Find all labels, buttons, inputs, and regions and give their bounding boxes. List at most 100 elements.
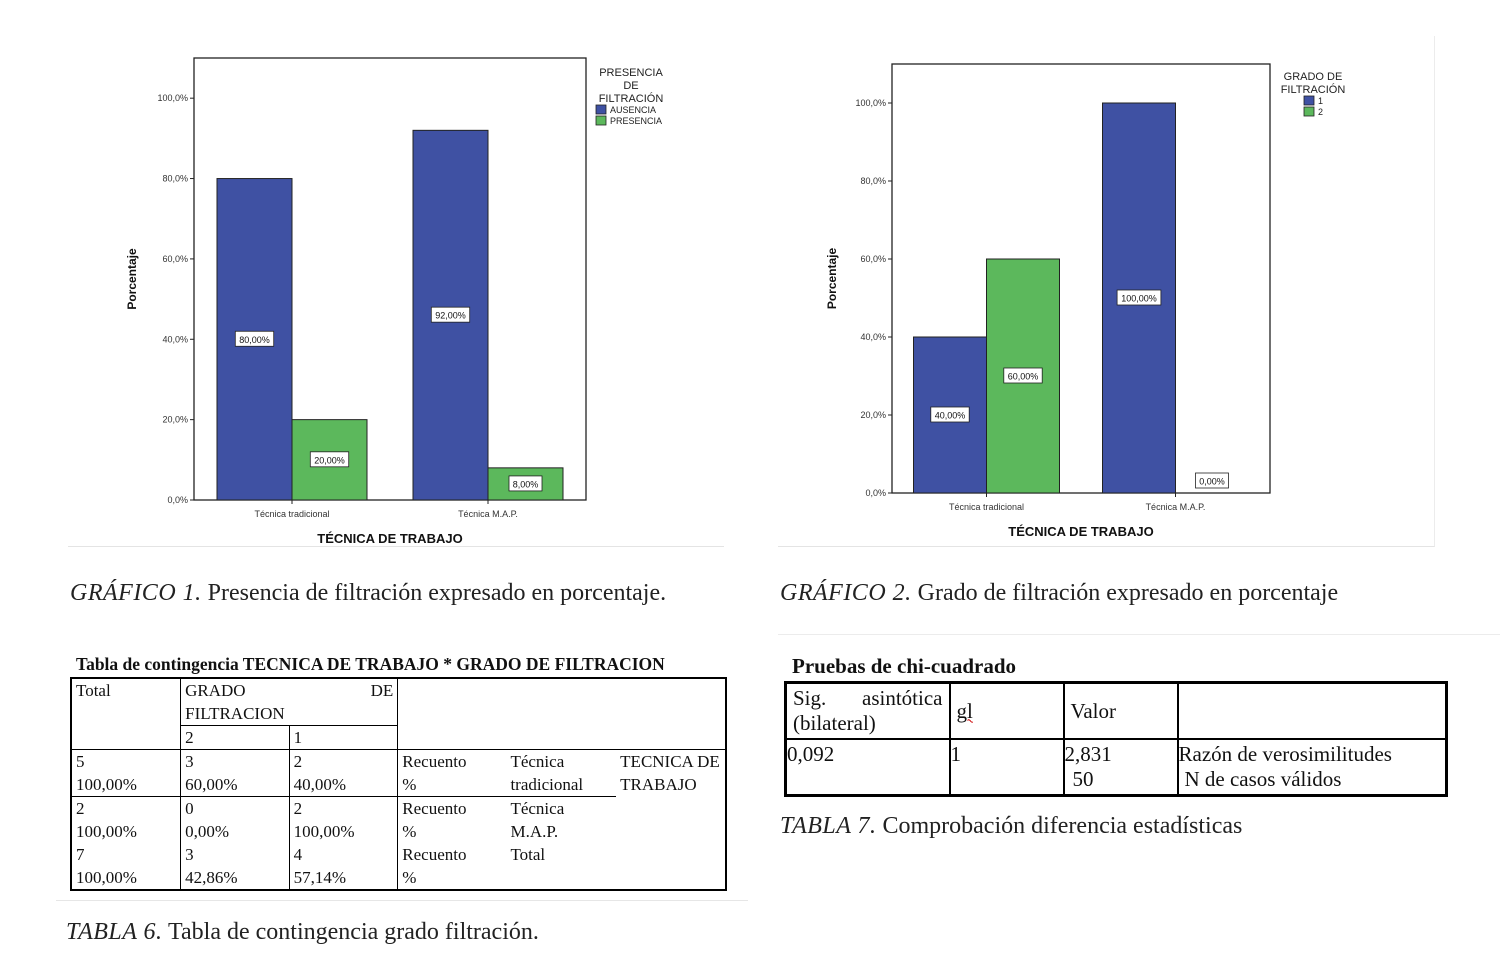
caption-lead: TABLA 7. <box>780 813 877 839</box>
table-row: 2 100,00% 0 0,00% 2 100,00% Recuento% Técni… <box>70 796 726 843</box>
divider <box>56 900 748 901</box>
legend-label: AUSENCIA <box>610 105 656 115</box>
row-label: Técnica <box>510 752 565 771</box>
bar-label-box <box>1003 367 1043 384</box>
stat-count: Recuento <box>402 799 467 818</box>
bar-label-box <box>1116 289 1162 306</box>
x-axis-title: TÉCNICA DE TRABAJO <box>317 531 462 546</box>
percent: 100,00% <box>76 822 137 841</box>
cell-gl: 1 <box>948 738 1065 797</box>
y-tick-label: 80,0% <box>162 174 188 184</box>
header-col-1: 1 <box>288 725 399 750</box>
x-tick-label: Técnica tradicional <box>254 509 329 519</box>
caption-text: Presencia de filtración expresado en por… <box>207 580 667 606</box>
bar-label: 60,00% <box>1008 372 1039 382</box>
count: 2 <box>293 752 303 771</box>
percent: 100,00% <box>76 775 137 794</box>
stat-count: Recuento <box>402 752 467 771</box>
table-header-row: Sig. asintótica (bilateral) gl Valor <box>784 681 1448 740</box>
x-tick-label: Técnica tradicional <box>949 502 1024 512</box>
y-axis-title: Porcentaje <box>125 248 139 310</box>
cell-grado-2: 3 42,86% <box>180 843 290 890</box>
caption-lead: GRÁFICO 1. <box>70 580 202 606</box>
stat-percent: % <box>402 822 417 841</box>
header-total: Total <box>70 678 182 750</box>
y-tick-label: 20,0% <box>162 415 188 425</box>
cell-stat: Recuento% <box>397 749 507 797</box>
count: 0 <box>185 799 194 818</box>
stat-percent: % <box>402 775 417 794</box>
legend-title: GRADO DE <box>1284 71 1343 83</box>
chart-1: 0,0% 20,0% 40,0% 60,0% 80,0% 100,0% Técnica tr… <box>125 57 664 546</box>
y-tick-label: 80,0% <box>860 176 886 186</box>
table-row: 0,092 1 2,831 50 Razón de verosimilitudes… <box>784 738 1448 797</box>
header-grado: GRADO DE FILTRACION <box>180 678 399 726</box>
percent: 57,14% <box>293 868 347 887</box>
count: 3 <box>185 752 194 771</box>
legend-swatch <box>595 115 607 126</box>
legend-label: 1 <box>1318 96 1323 106</box>
chart-1-panel: 0,0% 20,0% 40,0% 60,0% 80,0% 100,0% Técnica tr… <box>68 40 724 547</box>
caption-lead: GRÁFICO 2. <box>780 580 912 606</box>
cell-label: Total <box>506 843 616 890</box>
cell-label: Técnica M.A.P. <box>506 796 617 843</box>
bar-label: 80,00% <box>239 335 270 345</box>
y-tick-label: 60,0% <box>162 254 188 264</box>
label-2: N de casos válidos <box>1184 767 1342 791</box>
header-sig: Sig. asintótica (bilateral) <box>784 681 951 740</box>
y-tick-label: 40,0% <box>162 334 188 344</box>
cell-total: 5 100,00% <box>70 749 182 797</box>
tabla-6-caption: TABLA 6. Tabla de contingencia grado fil… <box>66 919 539 946</box>
percent: 60,00% <box>185 775 238 794</box>
bar-label-box <box>1195 472 1229 489</box>
bar-label-box <box>930 406 970 423</box>
cell-label: Razón de verosimilitudes N de casos válid… <box>1176 738 1448 797</box>
row-label: Total <box>510 845 546 864</box>
count: 7 <box>76 845 85 864</box>
cell-total: 2 100,00% <box>70 796 182 843</box>
cell-grado-2: 0 0,00% <box>180 796 290 843</box>
caption-lead: TABLA 6. <box>66 919 163 945</box>
contingency-table: Total GRADO DE FILTRACION 2 1 5 100,00% 3… <box>70 677 727 891</box>
legend-title: DE <box>623 80 638 92</box>
bar-label: 0,00% <box>1199 477 1225 487</box>
y-tick-label: 0,0% <box>865 488 886 498</box>
cell-grado-1: 4 57,14% <box>288 843 399 890</box>
cell-total: 7 100,00% <box>70 843 182 890</box>
legend-title: FILTRACIÓN <box>599 92 664 105</box>
row-label: Técnica <box>510 799 565 818</box>
legend-title: FILTRACIÓN <box>1281 83 1346 96</box>
y-tick-label: 100,0% <box>855 98 886 108</box>
cell-stat: Recuento% <box>397 843 507 890</box>
percent: 40,00% <box>293 775 347 794</box>
legend-swatch <box>1303 106 1315 117</box>
label-1: Razón de verosimilitudes <box>1178 742 1392 766</box>
plot-frame <box>891 63 1271 494</box>
bar-label-box <box>508 475 543 492</box>
table-7-title: Pruebas de chi-cuadrado <box>792 654 1017 678</box>
bar-label: 40,00% <box>935 411 966 421</box>
x-axis-title: TÉCNICA DE TRABAJO <box>1008 524 1153 539</box>
y-tick-label: 40,0% <box>860 332 886 342</box>
cell-grado-2: 3 60,00% <box>180 749 290 797</box>
table-6-title: Tabla de contingencia TECNICA DE TRABAJO… <box>76 654 665 674</box>
legend-swatch <box>1303 95 1315 106</box>
cell-grado-1: 2 100,00% <box>288 796 399 843</box>
header-filtracion: FILTRACION <box>185 704 285 723</box>
cell-grado-1: 2 40,00% <box>288 749 399 797</box>
legend-title: PRESENCIA <box>599 67 663 79</box>
header-gl: gl <box>948 681 1065 740</box>
percent: 100,00% <box>293 822 355 841</box>
bar-label-box <box>234 330 275 347</box>
chart-2: 0,0% 20,0% 40,0% 60,0% 80,0% 100,0% Técnica tr… <box>825 63 1346 539</box>
y-tick-label: 100,0% <box>157 93 188 103</box>
grafico-1-caption: GRÁFICO 1. Presencia de filtración expre… <box>70 580 666 607</box>
percent: 100,00% <box>76 868 137 887</box>
count: 2 <box>76 799 85 818</box>
header-de-word: DE <box>370 681 394 700</box>
plot-frame <box>193 57 587 501</box>
caption-text: Tabla de contingencia grado filtración. <box>168 919 539 945</box>
chi-square-table: Sig. asintótica (bilateral) gl Valor 0,0… <box>784 681 1448 797</box>
table-row: 5 100,00% 3 60,00% 2 40,00% Recuento% Técni… <box>70 749 727 890</box>
row-label: tradicional <box>510 775 584 794</box>
